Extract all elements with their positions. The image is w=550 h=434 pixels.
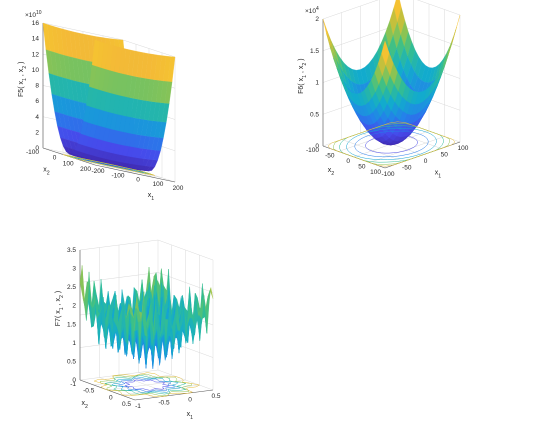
z-tick-label: 16 bbox=[32, 20, 40, 27]
y-tick-label: -100 bbox=[306, 147, 319, 154]
z-tick-label: 2.5 bbox=[67, 284, 76, 291]
z-tick-label: 8 bbox=[35, 83, 39, 90]
z-tick-label: 3 bbox=[72, 266, 76, 273]
z-tick-label: 1 bbox=[315, 80, 319, 87]
z-tick-label: 1.5 bbox=[310, 48, 319, 55]
x-tick-label: 50 bbox=[441, 152, 449, 159]
x-axis-label: x1 bbox=[187, 411, 194, 421]
z-tick-label: 0 bbox=[72, 377, 76, 384]
z-tick-label: 1.5 bbox=[67, 321, 76, 328]
z-tick-label: 0.5 bbox=[67, 358, 76, 365]
y-tick-label: -50 bbox=[325, 153, 335, 160]
x-tick-label: -200 bbox=[91, 168, 104, 175]
plot-f7: -1 -0.5 0 0.5 -1 -0.5 0 0.5 0 0.5 1 1.5 2 2.5 3 3.5 x1 x2… bbox=[55, 239, 221, 421]
surface bbox=[322, 0, 461, 146]
x-axis-label: x1 bbox=[148, 192, 155, 202]
y-tick-label: 0 bbox=[53, 155, 57, 162]
y-tick-label: 0 bbox=[109, 394, 113, 401]
surface bbox=[79, 265, 214, 370]
x-tick-label: -1 bbox=[135, 403, 141, 410]
x-tick-label: 0 bbox=[136, 177, 140, 184]
z-tick-label: 3.5 bbox=[67, 247, 76, 254]
z-tick-label: 12 bbox=[32, 51, 40, 58]
z-tick-label: 4 bbox=[35, 114, 39, 121]
z-tick-label: 14 bbox=[32, 36, 40, 43]
z-tick-label: 2 bbox=[315, 16, 319, 23]
z-tick-label: 10 bbox=[32, 67, 40, 74]
z-tick-label: 2 bbox=[35, 129, 39, 136]
y-tick-label: 100 bbox=[370, 169, 381, 176]
x-tick-label: 100 bbox=[153, 181, 164, 188]
plot-f5: -200-1000100200-10001002000246810121416x… bbox=[18, 10, 184, 202]
y-tick-label: 50 bbox=[358, 164, 366, 171]
y-axis-label: x2 bbox=[328, 167, 335, 177]
y-tick-label: -100 bbox=[26, 149, 39, 156]
z-tick-label: 2 bbox=[72, 303, 76, 310]
y-tick-label: 200 bbox=[80, 166, 91, 173]
z-tick-label: 6 bbox=[35, 98, 39, 105]
contour bbox=[93, 372, 201, 398]
y-tick-label: 0 bbox=[346, 158, 350, 165]
x-tick-label: -100 bbox=[111, 172, 124, 179]
exponent-label: ×1010 bbox=[25, 10, 42, 19]
y-tick-label: -0.5 bbox=[83, 388, 95, 395]
exponent-label: ×104 bbox=[305, 6, 319, 15]
plot-f6: -100-50050100-100-5005010000.511.52x1x2F… bbox=[298, 0, 469, 179]
z-axis-label: F7( x1 , x2 ) bbox=[55, 291, 65, 326]
x-tick-label: -0.5 bbox=[158, 400, 170, 407]
z-axis-label: F6( x1 , x2 ) bbox=[298, 58, 308, 93]
x-tick-label: 0 bbox=[188, 396, 192, 403]
y-tick-label: 0.5 bbox=[122, 401, 131, 408]
y-axis-label: x2 bbox=[82, 400, 89, 410]
y-tick-label: -1 bbox=[70, 381, 76, 388]
x-tick-label: 100 bbox=[458, 145, 469, 152]
z-tick-label: 0 bbox=[315, 143, 319, 150]
x-tick-label: 0 bbox=[424, 158, 428, 165]
surface bbox=[42, 22, 176, 172]
y-tick-label: 100 bbox=[63, 160, 74, 167]
x-tick-label: 0.5 bbox=[211, 393, 220, 400]
z-tick-label: 1 bbox=[72, 340, 76, 347]
x-tick-label: -50 bbox=[402, 165, 412, 172]
x-axis-label: x1 bbox=[435, 169, 442, 179]
z-axis-label: F5( x1 , x2 ) bbox=[18, 62, 28, 97]
x-tick-label: 200 bbox=[173, 185, 184, 192]
x-tick-label: -100 bbox=[381, 171, 394, 178]
contour bbox=[327, 121, 456, 167]
z-tick-label: 0 bbox=[35, 145, 39, 152]
contour bbox=[62, 154, 156, 176]
z-tick-label: 0.5 bbox=[310, 111, 319, 118]
y-axis-label: x2 bbox=[43, 167, 50, 177]
